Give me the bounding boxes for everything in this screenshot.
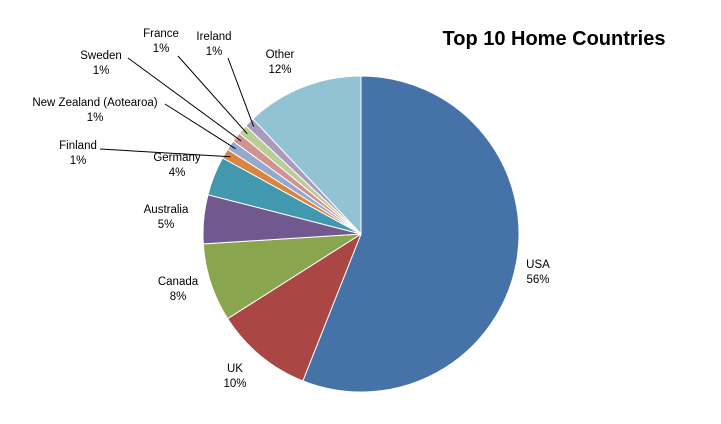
slice-percent-sweden: 1% (93, 65, 110, 77)
leader-line-finland (99, 148, 231, 158)
slice-label-germany: Germany (153, 152, 201, 164)
slice-percent-canada: 8% (170, 291, 187, 303)
pie-slice-uk (226, 232, 363, 382)
slice-label-other: Other (266, 49, 295, 61)
slice-percent-germany: 4% (169, 167, 186, 179)
chart-title: Top 10 Home Countries (443, 28, 666, 50)
slice-label-uk: UK (227, 363, 243, 375)
slice-label-sweden: Sweden (80, 50, 122, 62)
slice-percent-usa: 56% (526, 274, 549, 286)
slice-percent-australia: 5% (158, 219, 175, 231)
slice-percent-france: 1% (153, 43, 170, 55)
slice-label-ireland: Ireland (196, 31, 231, 43)
slice-label-finland: Finland (59, 140, 97, 152)
leader-line-ireland (227, 57, 255, 127)
leader-line-new-zealand-aotearoa (164, 103, 236, 150)
slice-percent-finland: 1% (70, 155, 87, 167)
slice-percent-uk: 10% (223, 378, 246, 390)
slice-label-new-zealand-aotearoa: New Zealand (Aotearoa) (32, 97, 157, 109)
slice-percent-new-zealand-aotearoa: 1% (87, 112, 104, 124)
slice-labels: USA 56% UK 10% Canada 8% Australia 5% Germany 4% F… (32, 28, 550, 390)
slice-percent-ireland: 1% (206, 46, 223, 58)
slice-label-canada: Canada (158, 276, 199, 288)
slice-label-usa: USA (526, 259, 550, 271)
pie-slices (202, 75, 520, 393)
pie-slice-other (252, 75, 362, 236)
leader-lines (99, 55, 255, 158)
leader-line-france (177, 55, 248, 135)
slice-label-france: France (143, 28, 179, 40)
slice-label-australia: Australia (144, 204, 189, 216)
slice-percent-other: 12% (268, 64, 291, 76)
leader-line-sweden (127, 57, 242, 142)
pie-slice-usa (302, 75, 520, 393)
